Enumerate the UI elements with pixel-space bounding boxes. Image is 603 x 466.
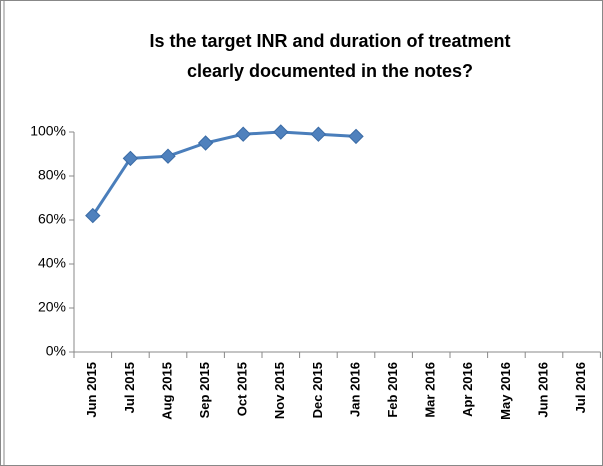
data-point: [160, 148, 176, 164]
x-tick-label: Aug 2015: [159, 362, 174, 420]
x-tick-label: Dec 2015: [310, 362, 325, 418]
data-point: [273, 124, 289, 140]
x-tick-label: Sep 2015: [197, 362, 212, 418]
y-tick-label: 40%: [38, 255, 66, 271]
y-tick-label: 100%: [30, 123, 66, 139]
x-tick-label: Jul 2016: [573, 362, 588, 413]
y-tick-label: 60%: [38, 211, 66, 227]
x-tick-label: Mar 2016: [423, 362, 438, 418]
x-tick-label: Nov 2015: [272, 362, 287, 419]
y-tick-label: 20%: [38, 299, 66, 315]
x-tick-label: Jul 2015: [122, 362, 137, 413]
x-tick-label: Feb 2016: [385, 362, 400, 418]
x-tick-label: Oct 2015: [235, 362, 250, 416]
data-point: [197, 135, 214, 151]
data-point: [235, 126, 251, 142]
x-tick-label: May 2016: [498, 362, 513, 420]
x-tick-label: Apr 2016: [460, 362, 475, 417]
x-tick-label: Jan 2016: [347, 362, 362, 417]
data-point: [310, 126, 327, 142]
data-point: [85, 207, 101, 224]
x-tick-label: Jun 2016: [535, 362, 550, 418]
chart-title: Is the target INR and duration of treatm…: [149, 31, 510, 81]
data-point: [348, 128, 364, 145]
y-tick-label: 80%: [38, 167, 66, 183]
x-tick-label: Jun 2015: [84, 362, 99, 418]
y-tick-label: 0%: [46, 343, 66, 359]
data-point: [122, 150, 139, 167]
